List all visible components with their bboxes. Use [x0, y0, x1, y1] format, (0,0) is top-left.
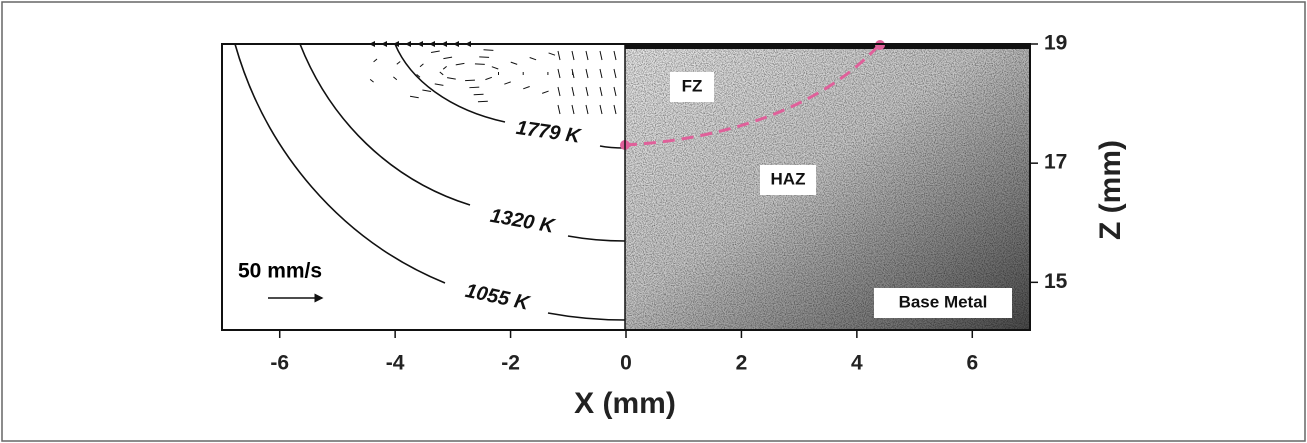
vector [571, 68, 575, 79]
x-tick-label: -6 [270, 352, 289, 375]
vector [571, 50, 575, 61]
vector [599, 104, 603, 115]
y-tick-label: 19 [1044, 32, 1067, 55]
vector [571, 86, 575, 97]
vector [613, 50, 617, 61]
label-box [874, 288, 1012, 318]
y-axis-label: Z (mm) [1094, 140, 1127, 240]
vector-scale-label: 50 mm/s [238, 260, 322, 283]
y-tick-label: 15 [1044, 270, 1068, 293]
vector [422, 89, 432, 93]
vector [523, 86, 530, 90]
x-tick-label: -4 [386, 352, 405, 375]
vector [430, 50, 440, 53]
vector [585, 68, 589, 79]
vector [585, 104, 589, 115]
x-tick-label: -2 [501, 352, 520, 375]
label-box [760, 165, 816, 195]
vector [571, 104, 575, 115]
x-tick-label: 0 [620, 352, 632, 375]
vector [529, 57, 537, 61]
vector [473, 93, 484, 96]
x-tick-label: 6 [966, 352, 978, 375]
vector [419, 63, 424, 68]
vector [434, 83, 444, 86]
vector [369, 78, 374, 83]
x-tick-label: 4 [851, 352, 863, 375]
label-box [670, 72, 714, 102]
vector [465, 79, 475, 82]
vector [557, 50, 561, 61]
vector [599, 50, 603, 61]
vector [541, 90, 549, 94]
vector [613, 68, 617, 79]
x-axis-label: X (mm) [574, 387, 676, 420]
vector [474, 63, 485, 65]
vector [416, 74, 421, 78]
vector [485, 76, 493, 81]
vector [548, 52, 556, 56]
vector [557, 104, 561, 115]
vector [396, 61, 401, 65]
vector [442, 65, 447, 70]
region-label: Base Metal [899, 292, 988, 311]
fusion-boundary [624, 42, 882, 147]
vector [613, 86, 617, 97]
vector [455, 62, 465, 66]
vector [479, 56, 490, 58]
vector [557, 86, 561, 97]
vector [491, 66, 499, 70]
vector [585, 86, 589, 97]
y-tick-label: 17 [1044, 151, 1067, 174]
vector [504, 81, 511, 85]
vector [557, 68, 561, 79]
vector [613, 104, 617, 115]
vector [409, 95, 419, 99]
vector [469, 86, 480, 89]
vector [477, 100, 488, 103]
vector [483, 49, 494, 51]
vector [393, 76, 398, 81]
vector [443, 56, 453, 60]
vector [599, 68, 603, 79]
vector [439, 71, 444, 76]
vector [599, 86, 603, 97]
vector [510, 61, 518, 65]
vector [373, 58, 378, 63]
vector [447, 77, 456, 80]
region-label: HAZ [771, 169, 806, 188]
region-label: FZ [682, 76, 703, 95]
vector [585, 50, 589, 61]
x-tick-label: 2 [736, 352, 748, 375]
